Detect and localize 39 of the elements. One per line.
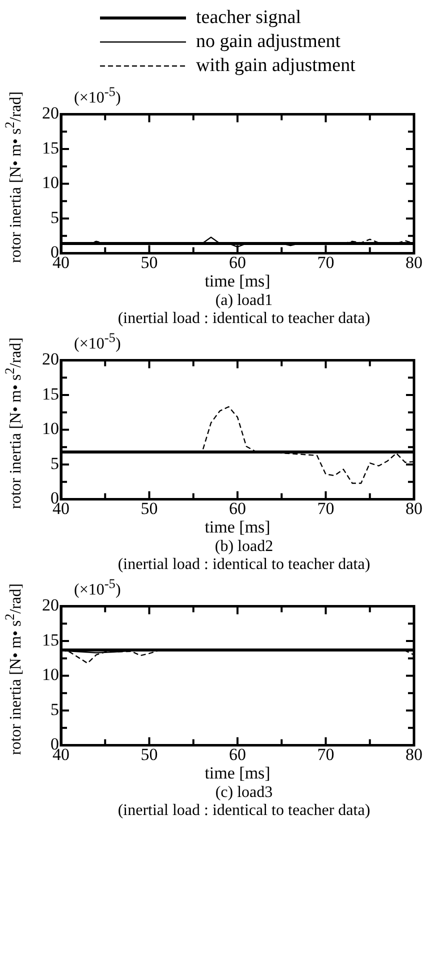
legend-label: teacher signal: [196, 6, 301, 30]
text: (×10$^{-5}$): [74, 330, 121, 352]
y-tick-label: 10: [42, 419, 59, 438]
text: (inertial load : identical to teacher data): [116, 310, 372, 328]
text: (inertial load : identical to teacher data): [116, 556, 372, 574]
x-tick-label: 80: [406, 498, 422, 518]
x-tick-label: 80: [406, 252, 422, 272]
x-axis-title: time [ms]: [204, 763, 270, 782]
y-tick-label: 5: [50, 454, 59, 473]
text: (×10$^{-5}$): [74, 84, 121, 106]
x-tick-label: 50: [140, 498, 158, 518]
x-tick-label: 70: [317, 498, 334, 518]
y-tick-label: 10: [42, 173, 59, 192]
x-tick-label: 60: [229, 744, 246, 764]
y-tick-label: 15: [42, 630, 59, 650]
x-tick-label: 70: [317, 252, 334, 272]
text: (inertial load : identical to teacher data): [116, 802, 372, 820]
x-tick-label: 70: [317, 744, 334, 764]
text: (×10$^{-5}$): [74, 576, 121, 598]
x-axis-title: time [ms]: [204, 271, 270, 290]
y-tick-label: 20: [42, 350, 59, 369]
x-tick-label: 60: [229, 252, 246, 272]
text: (a) load1: [214, 292, 274, 310]
y-tick-label: 5: [50, 700, 59, 719]
legend-label: no gain adjustment: [196, 30, 341, 54]
y-tick-label: 10: [42, 665, 59, 684]
text: (c) load3: [214, 784, 274, 802]
x-tick-label: 50: [140, 252, 158, 272]
y-tick-label: 15: [42, 138, 59, 158]
x-tick-label: 50: [140, 744, 158, 764]
y-tick-label: 15: [42, 384, 59, 404]
x-tick-label: 80: [406, 744, 422, 764]
legend-label: with gain adjustment: [196, 54, 356, 78]
y-tick-label: 5: [50, 208, 59, 227]
text: (b) load2: [214, 538, 274, 556]
x-tick-label: 60: [229, 498, 246, 518]
x-axis-title: time [ms]: [204, 517, 270, 536]
y-tick-label: 20: [42, 104, 59, 123]
y-tick-label: 20: [42, 596, 59, 615]
